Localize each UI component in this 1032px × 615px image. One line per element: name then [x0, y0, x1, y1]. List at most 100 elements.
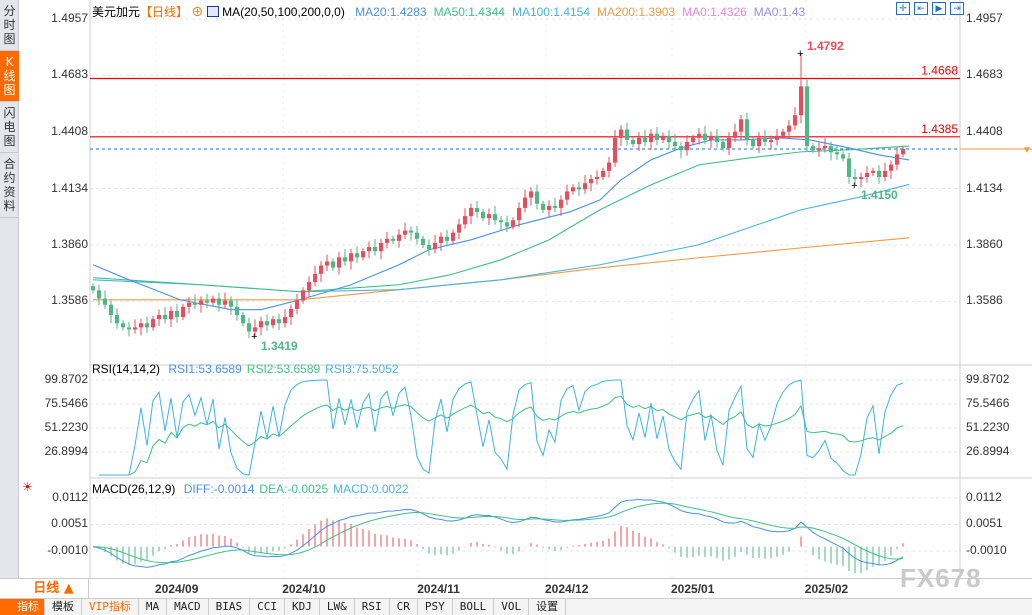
indicator-tab[interactable]: KDJ: [285, 599, 320, 615]
macd-settings-icon[interactable]: ☀: [22, 480, 33, 494]
x-tick-label: 2025/01: [671, 582, 715, 596]
watermark: FX678: [900, 563, 982, 593]
candle-body: [835, 152, 839, 155]
candle-body: [193, 302, 197, 305]
candle-body: [295, 300, 299, 309]
sidebar-tab[interactable]: 分时图: [0, 0, 19, 51]
candle-body: [319, 265, 323, 274]
indicator-tab[interactable]: PSY: [418, 599, 453, 615]
candle-body: [565, 191, 569, 200]
indicator-tab[interactable]: BOLL: [453, 599, 495, 615]
candle-body: [559, 199, 563, 208]
candle-body: [469, 207, 473, 217]
y-tick-label: 51.2230: [44, 419, 88, 434]
candle-body: [385, 238, 389, 243]
candle-body: [667, 135, 671, 142]
candle-body: [349, 253, 353, 262]
y-tick-label: 99.8702: [44, 372, 88, 386]
candle-body: [589, 179, 593, 184]
indicator-tab[interactable]: VIP指标: [82, 599, 139, 615]
candle-body: [109, 304, 113, 316]
candle-body: [451, 232, 455, 241]
indicator-tab[interactable]: 设置: [529, 599, 567, 615]
candle-body: [163, 315, 167, 320]
candle-body: [151, 319, 155, 328]
candle-body: [787, 125, 791, 132]
sidebar-tab[interactable]: K线图: [0, 51, 19, 102]
candle-body: [307, 282, 311, 291]
extreme-label: 1.3419: [261, 339, 298, 353]
candle-body: [331, 261, 335, 268]
candle-body: [505, 222, 509, 227]
zoom-range-icon[interactable]: ⇤: [914, 2, 928, 15]
indicator-tab[interactable]: RSI: [355, 599, 390, 615]
indicator-tab[interactable]: MACD: [167, 599, 209, 615]
period-selector[interactable]: 日线 ▲: [19, 579, 89, 599]
ma-label: MA(20,50,100,200,0,0): [222, 5, 345, 19]
candle-body: [739, 119, 743, 132]
candle-body: [619, 129, 623, 138]
candle-body: [763, 137, 767, 142]
candle-body: [97, 290, 101, 299]
y-tick-label-right: 1.3586: [966, 293, 1003, 308]
indicator-tab[interactable]: LW&: [320, 599, 355, 615]
candle-body: [283, 317, 287, 324]
candle-body: [781, 131, 785, 136]
exit-icon[interactable]: ⇥: [950, 2, 964, 15]
candle-body: [649, 133, 653, 142]
rsi-value: RSI1:53.6589: [168, 362, 242, 376]
indicator-tab[interactable]: CR: [390, 599, 418, 615]
candle-body: [541, 203, 545, 210]
y-tick-label-right: 1.4408: [966, 124, 1003, 139]
candle-body: [145, 323, 149, 328]
crosshair-icon[interactable]: ✛: [896, 2, 910, 15]
candle-body: [175, 310, 179, 318]
x-axis: 日线 ▲ 2024/09 2024/10 2024/11 2024/12 2025/01…: [0, 578, 1032, 599]
indicator-tab[interactable]: 模板: [45, 599, 82, 615]
sidebar-tab[interactable]: 合约资料: [0, 153, 19, 218]
macd-value: MACD:0.0022: [333, 482, 409, 496]
indicator-tab[interactable]: MA: [139, 599, 168, 615]
indicator-tab[interactable]: VOL: [494, 599, 530, 615]
candle-body: [463, 216, 467, 225]
candle-body: [199, 300, 203, 305]
y-tick-label-right: -0.0010: [966, 542, 1007, 557]
candle-body: [367, 247, 371, 252]
sidebar-tab[interactable]: 闪电图: [0, 102, 19, 153]
indicator-tab[interactable]: 指标: [0, 599, 45, 615]
candle-body: [397, 234, 401, 241]
candle-body: [799, 86, 803, 116]
candle-body: [127, 327, 131, 330]
candle-body: [583, 183, 587, 190]
play-icon[interactable]: ▶: [932, 2, 946, 15]
indicator-tab[interactable]: CCI: [250, 599, 285, 615]
hline-label: 1.4385: [921, 122, 958, 136]
indicator-tab[interactable]: BIAS: [209, 599, 251, 615]
candle-body: [613, 137, 617, 163]
candle-body: [775, 135, 779, 140]
ma-value: MA0:1.4326: [682, 5, 747, 19]
candle-body: [829, 146, 833, 153]
y-tick-label: -0.0010: [47, 542, 88, 557]
candle-body: [847, 158, 851, 178]
candle-body: [157, 315, 161, 320]
y-tick-label-right: 0.0051: [966, 516, 1003, 531]
candle-body: [727, 137, 731, 149]
candle-body: [493, 214, 497, 221]
candle-body: [697, 133, 701, 138]
candle-body: [133, 327, 137, 330]
y-tick-label-right: 1.4957: [966, 11, 1003, 25]
y-tick-label: 1.4683: [51, 67, 88, 82]
rsi1-line: [99, 395, 904, 476]
rsi-value: RSI2:53.6589: [246, 362, 321, 376]
ma-settings-icon[interactable]: [206, 6, 219, 17]
candle-body: [841, 154, 845, 159]
candle-body: [409, 230, 413, 233]
candle-body: [169, 310, 173, 320]
candle-body: [889, 164, 893, 171]
add-indicator-icon[interactable]: ⊕: [191, 5, 204, 19]
ma-value: MA100:1.4154: [511, 5, 591, 19]
candle-body: [427, 244, 431, 250]
y-tick-label: 1.3586: [51, 293, 88, 308]
